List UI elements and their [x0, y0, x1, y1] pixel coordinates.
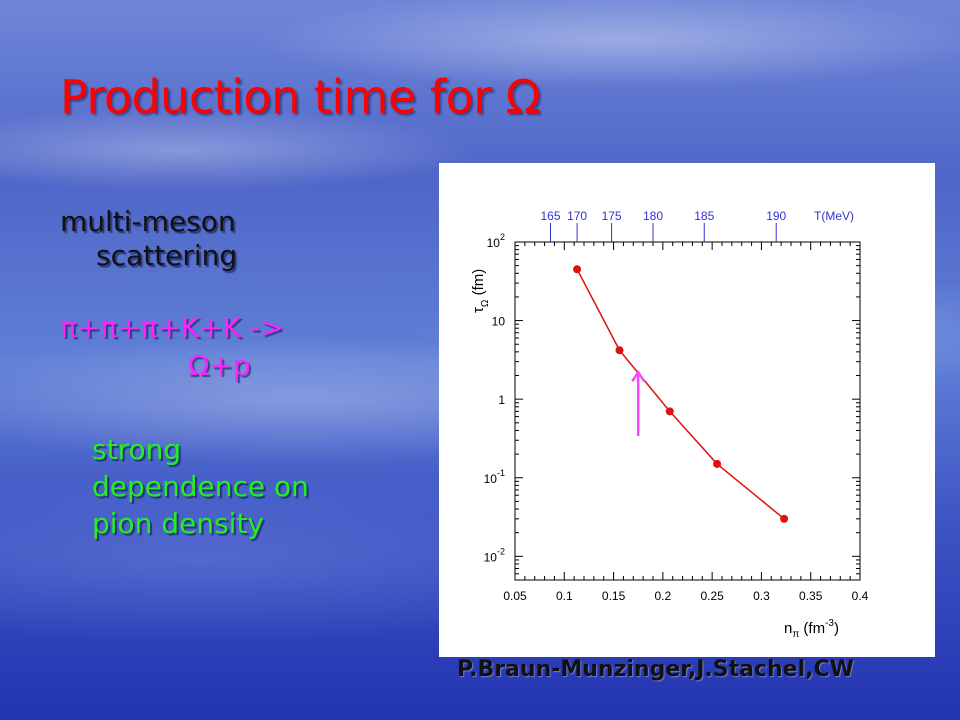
y-tick-label: 102: [487, 232, 505, 250]
data-point: [713, 459, 722, 468]
x-tick-label: 0.4: [852, 589, 869, 603]
y-tick-label: 10-2: [484, 546, 505, 564]
plot-frame: [514, 241, 861, 581]
bullet-multi-meson: multi-meson scattering: [60, 205, 440, 273]
top-axis-label: 175: [602, 209, 622, 223]
data-point: [615, 346, 624, 355]
y-tick-label: 1: [498, 393, 505, 407]
data-point: [780, 514, 789, 523]
x-tick-label: 0.05: [503, 589, 527, 603]
top-axis-label: 190: [766, 209, 786, 223]
reaction-line: π+π+π+K+K ->: [60, 311, 284, 344]
series-line: [576, 268, 785, 520]
x-tick-label: 0.1: [556, 589, 573, 603]
left-text-block: multi-meson scattering π+π+π+K+K -> Ω+p …: [60, 205, 440, 542]
credit-line: P.Braun-Munzinger,J.Stachel,CW: [457, 657, 854, 682]
slide-title: Production time for Ω: [60, 70, 541, 124]
top-axis-label: 185: [694, 209, 714, 223]
dependence-line-3: pion density: [92, 507, 264, 540]
x-tick-label: 0.2: [655, 589, 672, 603]
bullet-line-1: multi-meson: [60, 205, 236, 238]
chart-panel: 0.05 0.1 0.15 0.2 0.25 0.3 0.35 0.4 102 10 1 10-1 10…: [439, 163, 935, 657]
x-axis-label: nπ (fm-3): [784, 618, 839, 640]
top-axis-label: 170: [567, 209, 587, 223]
y-axis-label: τΩ (fm): [470, 269, 491, 313]
data-point: [665, 407, 674, 416]
x-tick-label: 0.3: [753, 589, 770, 603]
bullet-line-1b: scattering: [96, 239, 238, 272]
x-tick-label: 0.35: [799, 589, 823, 603]
dependence-line-1: strong: [92, 433, 182, 466]
top-axis-label: 180: [643, 209, 663, 223]
reaction-products: Ω+p: [188, 349, 251, 382]
y-tick-label: 10-1: [484, 468, 505, 486]
chart-svg: 0.05 0.1 0.15 0.2 0.25 0.3 0.35 0.4 102 10 1 10-1 10…: [470, 209, 869, 640]
y-tick-label: 10: [492, 315, 506, 329]
dependence-note: strong dependence on pion density: [60, 431, 440, 542]
x-tick-label: 0.25: [700, 589, 724, 603]
dependence-line-2: dependence on: [92, 470, 309, 503]
arrow-head: [631, 370, 646, 382]
top-axis-label: 165: [540, 209, 560, 223]
top-axis-unit: T(MeV): [814, 209, 854, 223]
data-point: [573, 265, 582, 274]
x-tick-label: 0.15: [602, 589, 626, 603]
